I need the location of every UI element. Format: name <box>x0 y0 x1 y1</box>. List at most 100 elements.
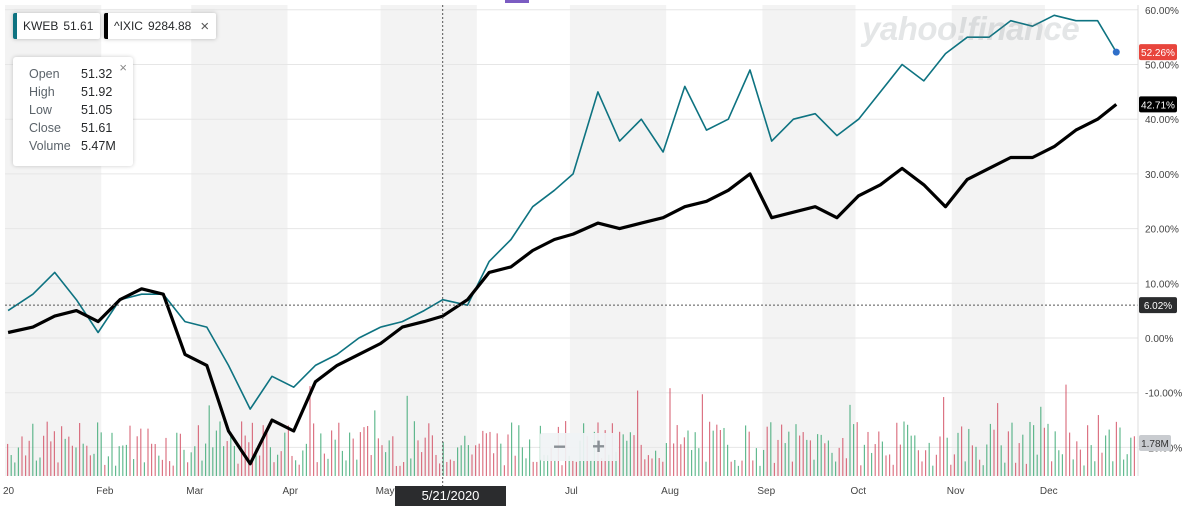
volume-bar <box>1036 454 1038 476</box>
volume-bar <box>921 461 923 476</box>
volume-bar <box>885 455 887 476</box>
ixic-color-swatch <box>104 13 108 39</box>
volume-bar <box>817 434 819 476</box>
volume-bar <box>647 455 649 476</box>
volume-bar <box>842 437 844 476</box>
volume-bar <box>39 457 41 476</box>
ohlc-tooltip: × Open 51.32 High 51.92 Low 51.05 Close 51.6… <box>13 57 133 166</box>
volume-bar <box>370 455 372 476</box>
volume-bar <box>903 421 905 476</box>
volume-bar <box>298 464 300 476</box>
volume-bar <box>759 465 761 476</box>
volume-bar <box>770 422 772 476</box>
volume-bar <box>205 443 207 476</box>
volume-bar <box>1105 435 1107 476</box>
legend-value: 51.61 <box>63 19 94 33</box>
volume-bar <box>161 459 163 476</box>
volume-bar <box>669 388 671 476</box>
volume-bar <box>341 450 343 476</box>
price-tag-label: 52.26% <box>1141 48 1175 59</box>
volume-bar <box>79 423 81 476</box>
volume-bar <box>953 454 955 476</box>
x-tick-label: Sep <box>757 486 775 497</box>
zoom-out-button[interactable]: − <box>553 434 566 459</box>
volume-bar <box>820 434 822 476</box>
volume-bar <box>1112 461 1114 476</box>
volume-bar <box>53 431 55 476</box>
volume-bar <box>442 442 444 476</box>
volume-bar <box>399 465 401 476</box>
volume-bar <box>413 421 415 476</box>
x-tick-label: Apr <box>282 486 298 497</box>
volume-bar <box>226 441 228 476</box>
volume-bar <box>518 425 520 476</box>
y-tick-label: 0.00% <box>1145 334 1173 345</box>
volume-bar <box>219 421 221 476</box>
volume-bar <box>737 465 739 476</box>
volume-bar <box>683 437 685 476</box>
volume-bar <box>406 395 408 476</box>
volume-bar <box>824 443 826 476</box>
volume-bar <box>118 446 120 476</box>
volume-bar <box>363 427 365 476</box>
volume-bar <box>709 421 711 476</box>
legend-chip-ixic[interactable]: ^IXIC 9284.88 × <box>104 13 217 39</box>
volume-bar <box>644 459 646 476</box>
volume-bar <box>745 425 747 476</box>
volume-bar <box>514 455 516 476</box>
volume-bar <box>359 432 361 476</box>
volume-bar <box>259 455 261 476</box>
volume-bar <box>104 464 106 476</box>
x-tick-label: Mar <box>186 486 204 497</box>
volume-bar <box>863 444 865 476</box>
legend-chip-kweb[interactable]: KWEB 51.61 <box>13 13 101 39</box>
volume-bar <box>457 447 459 476</box>
volume-bar <box>896 422 898 476</box>
volume-bar <box>493 453 495 476</box>
volume-bar <box>172 465 174 476</box>
volume-bar <box>687 430 689 476</box>
volume-bar <box>878 431 880 476</box>
volume-bar <box>853 424 855 476</box>
volume-bar <box>1108 429 1110 476</box>
volume-bar <box>215 430 217 476</box>
zoom-in-button[interactable]: + <box>592 434 605 459</box>
volume-bar <box>183 449 185 476</box>
volume-bar <box>485 433 487 476</box>
volume-bar <box>388 440 390 476</box>
volume-bar <box>1072 459 1074 476</box>
y-tick-label: 40.00% <box>1145 115 1179 126</box>
y-tick-label: 50.00% <box>1145 61 1179 72</box>
volume-bar <box>280 451 282 476</box>
volume-bar <box>831 452 833 476</box>
volume-bar <box>1018 443 1020 476</box>
x-tick-label: Jul <box>565 486 578 497</box>
close-icon[interactable]: × <box>119 60 127 75</box>
volume-bar <box>385 452 387 476</box>
volume-bar <box>835 461 837 476</box>
volume-bar <box>914 435 916 476</box>
volume-bar <box>651 458 653 476</box>
volume-bar <box>871 452 873 476</box>
volume-bar <box>179 433 181 476</box>
volume-bar <box>17 447 19 476</box>
month-band <box>951 5 1045 476</box>
volume-bar <box>169 461 171 476</box>
volume-bar <box>809 440 811 476</box>
volume-bar <box>460 445 462 476</box>
kweb-color-swatch <box>13 13 17 39</box>
volume-bar <box>572 460 574 476</box>
volume-bar <box>356 459 358 476</box>
volume-bar <box>781 424 783 476</box>
volume-bar <box>482 430 484 476</box>
close-icon[interactable]: × <box>200 17 210 35</box>
volume-bar <box>125 444 127 476</box>
volume-bar <box>907 424 909 476</box>
volume-bar <box>993 429 995 476</box>
volume-bar <box>500 443 502 476</box>
volume-bar <box>435 454 437 476</box>
volume-bar <box>1061 454 1063 476</box>
volume-bar <box>680 444 682 476</box>
legend-symbol: KWEB <box>23 19 59 33</box>
